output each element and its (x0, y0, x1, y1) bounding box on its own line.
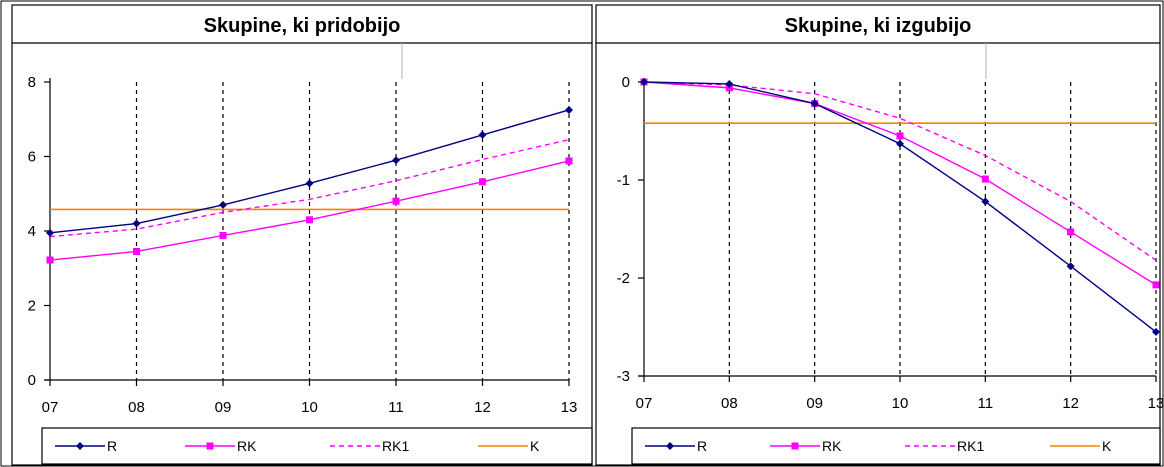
data-point-r (640, 78, 648, 86)
x-tick-label: 10 (301, 399, 318, 416)
x-tick-label: 12 (1062, 395, 1079, 412)
legend-label-r: R (107, 438, 117, 454)
chart-title: Skupine, ki pridobijo (204, 15, 401, 37)
chart-title: Skupine, ki izgubijo (785, 15, 972, 37)
data-point-r (725, 79, 734, 88)
x-tick-label: 07 (42, 399, 59, 416)
y-tick-label: 8 (28, 74, 36, 91)
legend-label-k: K (530, 438, 540, 454)
x-tick-label: 09 (215, 399, 232, 416)
data-point-rk (219, 231, 227, 239)
y-tick-label: 4 (28, 223, 36, 240)
legend-label-rk1: RK1 (382, 438, 409, 454)
legend-marker (666, 442, 674, 450)
data-point-r (565, 105, 573, 114)
x-tick-label: 08 (721, 395, 738, 412)
data-point-r (392, 156, 400, 165)
data-point-r (1152, 327, 1160, 336)
panel-frame (11, 4, 593, 466)
chart-panel-2: Skupine, ki izgubijo -3 -2 -1 0 07 08 09 10 11 12 1… (595, 4, 1164, 466)
data-point-rk (133, 247, 140, 255)
data-point-r (132, 219, 141, 228)
chart-panel-1: Skupine, ki pridobijo 0 2 4 6 8 07 08 09 10 11 12 13… (11, 4, 593, 466)
legend: R RK RK1 K (41, 427, 593, 465)
y-tick-label: 0 (622, 74, 630, 91)
legend-label-rk: RK (237, 438, 257, 454)
data-point-rk (1067, 228, 1075, 236)
x-tick-label: 09 (806, 395, 823, 412)
data-point-rk (981, 175, 989, 183)
data-point-r (1066, 262, 1075, 271)
data-point-rk (392, 197, 400, 205)
legend-marker (791, 442, 799, 450)
y-tick-label: 2 (28, 298, 36, 315)
y-tick-label: 6 (28, 149, 36, 166)
legend-label-rk: RK (822, 438, 842, 454)
data-point-r (46, 228, 54, 237)
x-tick-label: 10 (892, 395, 909, 412)
legend-marker (76, 442, 84, 450)
data-point-r (478, 130, 487, 139)
y-tick-label: -1 (617, 172, 630, 189)
legend-label-rk1: RK1 (957, 438, 984, 454)
data-point-r (810, 99, 819, 108)
legend-label-k: K (1102, 438, 1112, 454)
data-point-rk (46, 256, 54, 264)
panel-frame (595, 4, 1161, 466)
data-point-r (219, 200, 227, 209)
y-tick-label: -3 (617, 368, 630, 385)
data-point-r (305, 179, 314, 188)
data-point-rk (1152, 281, 1160, 289)
data-point-rk (565, 157, 573, 165)
x-tick-label: 11 (978, 395, 994, 412)
x-tick-label: 13 (1148, 395, 1164, 412)
data-point-rk (306, 216, 313, 224)
legend-marker (206, 442, 214, 450)
data-point-rk (479, 178, 486, 186)
x-tick-label: 11 (388, 399, 404, 416)
series-line-rk1 (49, 139, 570, 238)
y-tick-label: 0 (28, 372, 36, 389)
data-point-rk (896, 132, 904, 140)
x-tick-label: 07 (636, 395, 653, 412)
y-tick-label: -2 (617, 270, 630, 287)
x-tick-label: 12 (474, 399, 491, 416)
legend-label-r: R (697, 438, 707, 454)
x-tick-label: 13 (561, 399, 578, 416)
legend: R RK RK1 K (631, 427, 1161, 465)
data-point-r (896, 139, 904, 148)
x-tick-label: 08 (128, 399, 145, 416)
data-point-r (981, 197, 990, 206)
